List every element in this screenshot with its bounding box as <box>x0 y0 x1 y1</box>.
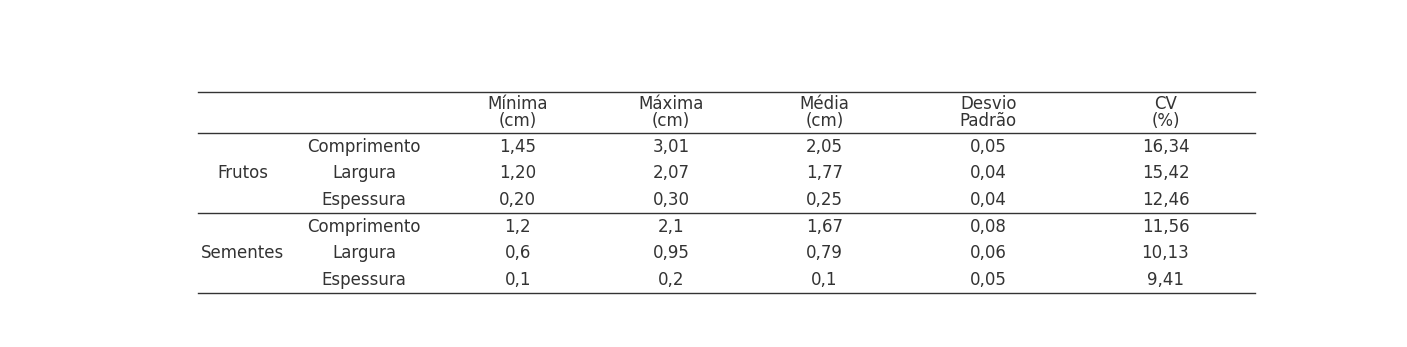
Text: 0,05: 0,05 <box>969 271 1007 289</box>
Text: Comprimento: Comprimento <box>308 138 421 156</box>
Text: 3,01: 3,01 <box>653 138 689 156</box>
Text: 1,20: 1,20 <box>499 164 536 182</box>
Text: Frutos: Frutos <box>217 164 269 182</box>
Text: 9,41: 9,41 <box>1147 271 1183 289</box>
Text: 0,04: 0,04 <box>969 191 1007 209</box>
Text: 2,05: 2,05 <box>806 138 843 156</box>
Text: 1,45: 1,45 <box>499 138 536 156</box>
Text: (%): (%) <box>1151 112 1179 130</box>
Text: (cm): (cm) <box>651 112 691 130</box>
Text: 0,95: 0,95 <box>653 244 689 262</box>
Text: 0,04: 0,04 <box>969 164 1007 182</box>
Text: Mínima: Mínima <box>487 95 547 113</box>
Text: Largura: Largura <box>332 244 397 262</box>
Text: Desvio: Desvio <box>960 95 1017 113</box>
Text: 16,34: 16,34 <box>1141 138 1189 156</box>
Text: Espessura: Espessura <box>322 191 407 209</box>
Text: 0,25: 0,25 <box>806 191 843 209</box>
Text: CV: CV <box>1154 95 1176 113</box>
Text: 10,13: 10,13 <box>1141 244 1189 262</box>
Text: 15,42: 15,42 <box>1141 164 1189 182</box>
Text: Largura: Largura <box>332 164 397 182</box>
Text: 0,30: 0,30 <box>653 191 689 209</box>
Text: Sementes: Sementes <box>201 244 284 262</box>
Text: 2,07: 2,07 <box>653 164 689 182</box>
Text: Padrão: Padrão <box>960 112 1017 130</box>
Text: 12,46: 12,46 <box>1141 191 1189 209</box>
Text: Espessura: Espessura <box>322 271 407 289</box>
Text: 0,05: 0,05 <box>969 138 1007 156</box>
Text: 0,79: 0,79 <box>806 244 843 262</box>
Text: Média: Média <box>799 95 850 113</box>
Text: Comprimento: Comprimento <box>308 218 421 236</box>
Text: (cm): (cm) <box>498 112 536 130</box>
Text: 1,67: 1,67 <box>806 218 843 236</box>
Text: 0,08: 0,08 <box>969 218 1007 236</box>
Text: 0,1: 0,1 <box>504 271 530 289</box>
Text: 11,56: 11,56 <box>1141 218 1189 236</box>
Text: 1,2: 1,2 <box>504 218 530 236</box>
Text: (cm): (cm) <box>805 112 844 130</box>
Text: 0,20: 0,20 <box>499 191 536 209</box>
Text: 0,6: 0,6 <box>505 244 530 262</box>
Text: 2,1: 2,1 <box>657 218 684 236</box>
Text: 1,77: 1,77 <box>806 164 843 182</box>
Text: 0,06: 0,06 <box>969 244 1007 262</box>
Text: 0,1: 0,1 <box>810 271 837 289</box>
Text: Máxima: Máxima <box>639 95 704 113</box>
Text: 0,2: 0,2 <box>657 271 684 289</box>
